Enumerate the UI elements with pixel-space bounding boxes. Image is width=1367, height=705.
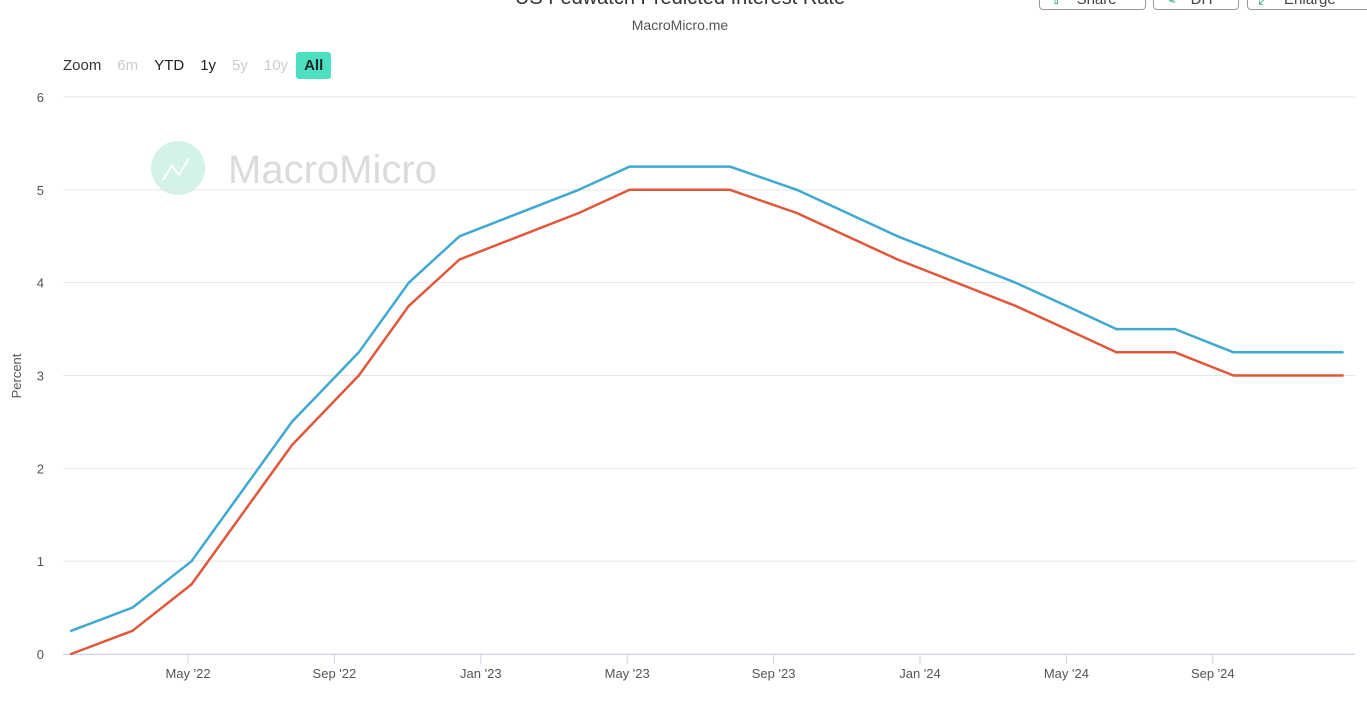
enlarge-icon: ⤢ [1258, 0, 1270, 9]
data-point[interactable] [69, 629, 73, 632]
series-line-2[interactable] [70, 188, 1343, 656]
data-point[interactable] [290, 420, 294, 424]
x-tick-label: Sep '22 [313, 666, 357, 681]
y-tick-label: 4 [37, 276, 44, 291]
diy-icon: ✎ [1164, 0, 1177, 9]
data-point[interactable] [628, 188, 631, 192]
share-button[interactable]: ⇧ Share [1039, 0, 1146, 10]
x-tick-label: May '23 [605, 666, 650, 681]
enlarge-label: Enlarge [1284, 0, 1336, 9]
x-tick-label: Jan '23 [460, 666, 502, 681]
data-point[interactable] [1232, 351, 1235, 354]
data-point[interactable] [577, 211, 580, 215]
data-point[interactable] [407, 281, 411, 284]
data-point[interactable] [1065, 327, 1068, 331]
data-point[interactable] [190, 583, 193, 586]
data-point[interactable] [1014, 304, 1017, 308]
data-point[interactable] [728, 188, 732, 192]
x-tick-label: Jan '24 [899, 666, 941, 681]
data-point[interactable] [1341, 374, 1344, 377]
y-tick-label: 6 [37, 90, 44, 105]
data-point[interactable] [458, 235, 461, 238]
zoom-button-10y: 10y [263, 57, 289, 74]
data-point[interactable] [1341, 351, 1344, 354]
y-tick-label: 1 [37, 554, 44, 569]
data-point[interactable] [795, 188, 798, 192]
zoom-button-ytd[interactable]: YTD [154, 57, 185, 74]
x-tick-label: Sep '23 [752, 666, 796, 681]
data-point[interactable] [795, 211, 798, 215]
x-tick-label: May '24 [1044, 666, 1089, 681]
data-point[interactable] [1115, 327, 1118, 331]
diy-button[interactable]: ✎ DIY [1153, 0, 1239, 10]
zoom-button-5y: 5y [232, 57, 248, 74]
enlarge-button[interactable]: ⤢ Enlarge [1247, 0, 1367, 10]
y-tick-label: 0 [37, 647, 44, 662]
chart-title: US Fedwatch Predicted Interest Rate [0, 0, 1360, 10]
data-point[interactable] [1173, 351, 1177, 354]
data-point[interactable] [357, 374, 360, 377]
zoom-button-1y[interactable]: 1y [200, 57, 217, 74]
zoom-label: Zoom [63, 57, 102, 74]
x-tick-label: Sep '24 [1191, 666, 1235, 681]
y-tick-label: 2 [37, 461, 44, 476]
data-point[interactable] [1115, 351, 1118, 354]
data-point[interactable] [69, 652, 73, 656]
diy-label: DIY [1191, 0, 1216, 9]
data-point[interactable] [577, 188, 580, 192]
zoom-button-all[interactable]: All [296, 52, 332, 79]
data-point[interactable] [1065, 304, 1068, 308]
data-point[interactable] [190, 559, 193, 563]
data-point[interactable] [1232, 374, 1235, 377]
y-axis-label: Percent [9, 353, 24, 398]
y-tick-label: 5 [37, 183, 44, 198]
zoom-button-6m: 6m [117, 57, 139, 74]
data-point[interactable] [1173, 327, 1177, 331]
data-point[interactable] [131, 629, 134, 632]
data-point[interactable] [628, 165, 631, 168]
data-point[interactable] [728, 165, 732, 168]
share-label: Share [1077, 0, 1117, 9]
data-point[interactable] [896, 258, 899, 261]
data-point[interactable] [290, 443, 294, 447]
range-selector: Zoom 6m YTD 1y 5y 10y All [63, 52, 332, 79]
data-point[interactable] [357, 351, 360, 354]
series-line-1[interactable] [70, 165, 1343, 632]
x-tick-label: May '22 [165, 666, 210, 681]
y-tick-label: 3 [37, 369, 44, 384]
data-point[interactable] [896, 235, 899, 238]
data-point[interactable] [407, 304, 411, 308]
chart-subtitle: MacroMicro.me [631, 17, 729, 33]
data-point[interactable] [131, 606, 134, 609]
data-point[interactable] [458, 258, 461, 261]
watermark-text: MacroMicro [228, 148, 437, 192]
share-icon: ⇧ [1050, 0, 1063, 9]
data-point[interactable] [1014, 281, 1017, 284]
watermark-logo: MacroMicro [151, 141, 437, 195]
